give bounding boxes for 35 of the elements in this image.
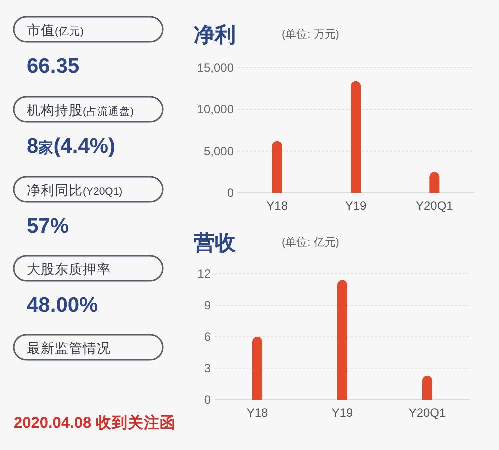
y-tick-label: 5,000 — [204, 144, 234, 158]
bar — [430, 172, 440, 193]
y-tick-label: 6 — [204, 330, 212, 344]
x-tick-label: Y19 — [345, 199, 367, 213]
x-tick-label: Y18 — [246, 406, 268, 420]
text: 市值(亿元) — [27, 23, 84, 38]
chart-title: 净利 — [194, 24, 236, 47]
y-tick-label: 10,000 — [197, 102, 234, 117]
text: 大股东质押率 — [27, 262, 111, 277]
y-tick-label: 0 — [204, 393, 212, 407]
bar — [252, 337, 262, 400]
text: 净利同比(Y20Q1) — [27, 183, 123, 198]
y-tick-label: 3 — [204, 362, 212, 376]
chart-title: 营收 — [193, 232, 237, 255]
x-tick-label: Y20Q1 — [408, 406, 447, 420]
text: 2020.04.08 收到关注函 — [14, 414, 176, 432]
bar — [338, 280, 348, 400]
y-tick-label: 12 — [198, 267, 212, 281]
y-tick-label: 15,000 — [197, 61, 234, 75]
x-tick-label: Y18 — [266, 199, 288, 213]
text: 57% — [27, 215, 70, 238]
bar — [422, 376, 432, 400]
bar — [351, 81, 361, 193]
x-tick-label: Y20Q1 — [416, 199, 454, 213]
text: 66.35 — [27, 55, 80, 78]
y-tick-label: 9 — [204, 298, 212, 312]
text: 机构持股(占流通盘) — [27, 103, 134, 118]
x-tick-label: Y19 — [332, 406, 354, 420]
y-tick-label: 0 — [227, 186, 234, 200]
chart-subtitle: (单位: 亿元) — [282, 236, 340, 249]
chart-subtitle: (单位: 万元) — [282, 28, 340, 41]
text: 8家(4.4%) — [27, 135, 116, 158]
text: 48.00% — [27, 294, 99, 317]
text: 最新监管情况 — [27, 341, 111, 356]
bar — [272, 141, 282, 193]
